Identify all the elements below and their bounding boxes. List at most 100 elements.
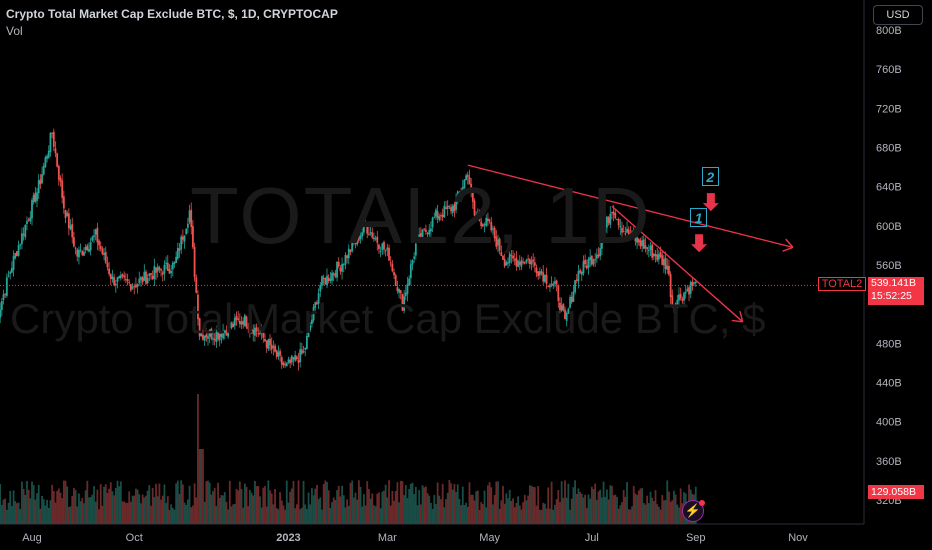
volume-bar xyxy=(111,491,114,524)
candle-body xyxy=(109,273,112,279)
candle-body xyxy=(195,277,198,293)
candle-body xyxy=(21,233,23,244)
candle-body xyxy=(362,223,365,233)
volume-bar xyxy=(16,503,18,524)
candle-body xyxy=(0,301,3,310)
candle-body xyxy=(430,228,432,232)
candle-body xyxy=(170,271,173,274)
candle-body xyxy=(440,215,442,217)
candle-body xyxy=(94,229,97,235)
candle-body xyxy=(411,260,414,265)
volume-bar xyxy=(433,495,436,524)
volume-bar xyxy=(356,499,359,524)
volume-bar xyxy=(346,499,349,524)
volume-bar xyxy=(21,481,23,524)
volume-bar xyxy=(94,501,97,524)
volume-bar xyxy=(96,489,99,524)
volume-bar xyxy=(245,486,248,524)
time-tick-label: May xyxy=(479,532,500,544)
volume-bar xyxy=(265,506,268,524)
volume-bar xyxy=(270,493,273,524)
candle-body xyxy=(217,332,219,340)
candle-body xyxy=(274,345,276,352)
volume-bar xyxy=(10,505,13,524)
candle-body xyxy=(445,207,447,210)
candle-body xyxy=(646,247,649,250)
volume-bar xyxy=(574,480,576,524)
candle-body xyxy=(624,233,627,235)
candle-body xyxy=(247,326,250,330)
last-volume-label: 129.058B xyxy=(868,485,924,499)
candle-body xyxy=(158,267,161,270)
candle-body xyxy=(528,259,531,265)
price-tick-label: 600B xyxy=(876,221,902,233)
candle-body xyxy=(218,333,221,341)
candle-body xyxy=(275,350,278,357)
candle-body xyxy=(567,308,570,314)
volume-bar xyxy=(582,497,585,524)
candle-body xyxy=(327,277,330,281)
candle-body xyxy=(612,211,615,215)
candle-body xyxy=(277,352,280,357)
volume-bar xyxy=(69,506,72,524)
lightning-icon[interactable]: ⚡ xyxy=(682,500,705,522)
candle-body xyxy=(693,282,695,284)
volume-bar xyxy=(349,482,352,524)
candle-body xyxy=(135,284,137,288)
candle-body xyxy=(108,268,111,275)
volume-bar xyxy=(88,497,90,524)
volume-bar xyxy=(78,493,80,524)
price-axis: 800B 760B 720B 680B 640B 600B 560B 480B 440B 400B… xyxy=(876,25,902,507)
candle-body xyxy=(334,273,337,277)
candle-body xyxy=(438,216,441,221)
volume-bar xyxy=(79,501,82,524)
volume-bar xyxy=(203,501,206,524)
volume-bar xyxy=(344,507,347,524)
volume-bar xyxy=(299,509,302,524)
time-tick-label: Sep xyxy=(686,532,706,544)
volume-bar xyxy=(448,480,451,524)
candle-body xyxy=(540,271,543,274)
candle-body xyxy=(250,328,253,331)
volume-bar xyxy=(285,480,288,524)
candle-body xyxy=(280,357,283,365)
volume-bar xyxy=(7,502,10,524)
volume-bar xyxy=(9,490,12,524)
time-tick-label: Nov xyxy=(788,532,808,544)
volume-bar xyxy=(232,504,235,524)
currency-button[interactable]: USD xyxy=(873,5,923,25)
volume-bar xyxy=(398,502,400,524)
candle-body xyxy=(42,165,45,175)
volume-bar xyxy=(166,496,169,524)
candle-body xyxy=(463,179,466,189)
candle-body xyxy=(200,333,203,337)
candle-body xyxy=(500,252,503,256)
volume-bar xyxy=(631,506,633,524)
volume-bar xyxy=(646,495,649,524)
trendline-lower-arrowhead xyxy=(739,310,744,322)
candle-body xyxy=(674,303,677,308)
candle-body xyxy=(131,286,134,289)
candle-body xyxy=(562,304,565,311)
volume-label: Vol xyxy=(6,24,23,38)
volume-bar xyxy=(113,495,116,524)
candle-body xyxy=(401,293,404,311)
candle-body xyxy=(317,293,320,304)
volume-bar xyxy=(565,497,568,524)
volume-bar xyxy=(619,505,622,524)
candle-body xyxy=(512,255,514,259)
volume-bar xyxy=(475,491,478,524)
candle-body xyxy=(10,267,13,273)
volume-bar xyxy=(223,492,226,524)
watermark-symbol: TOTAL2, 1D xyxy=(190,171,652,260)
candle-body xyxy=(223,330,226,333)
candle-body xyxy=(292,357,295,360)
price-tick-label: 360B xyxy=(876,456,902,468)
candle-body xyxy=(418,234,421,239)
volume-bar xyxy=(71,495,74,524)
volume-bar xyxy=(419,504,422,524)
volume-bar xyxy=(140,503,142,524)
volume-bar xyxy=(32,485,35,524)
candle-body xyxy=(669,274,672,298)
